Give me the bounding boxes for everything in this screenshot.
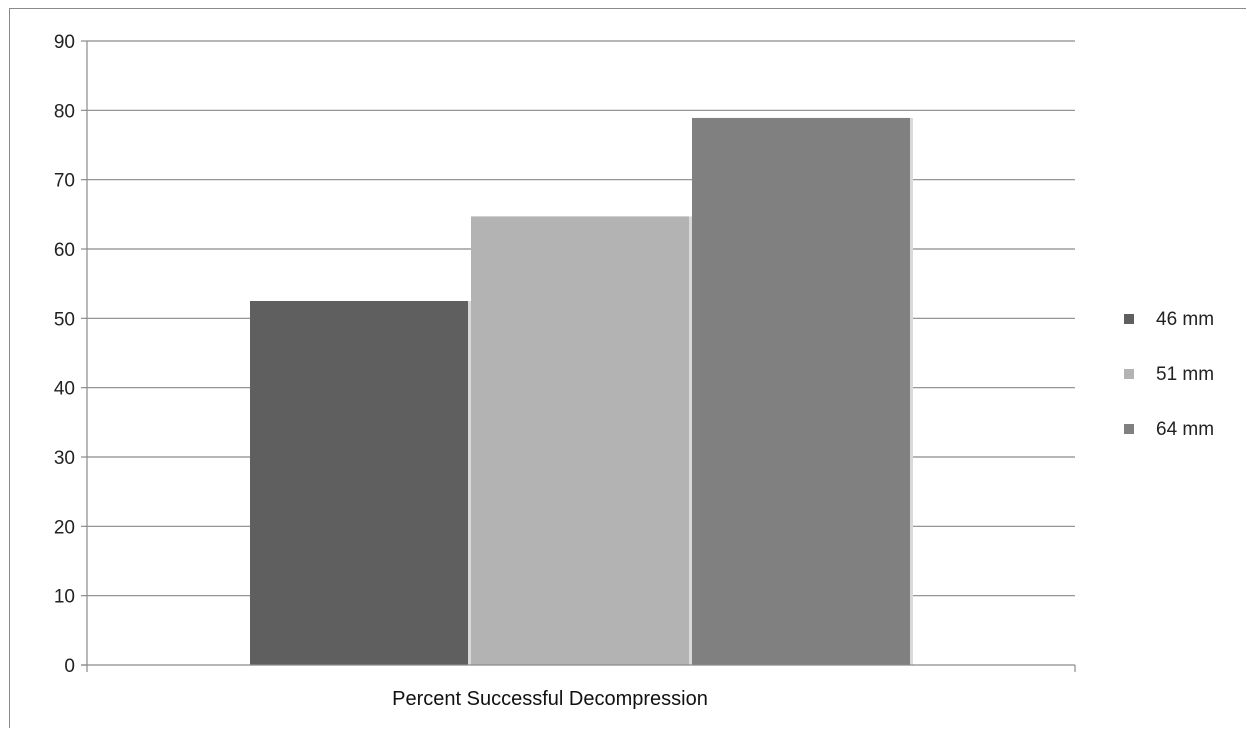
category-label: Percent Successful Decompression [392, 688, 708, 710]
y-tick-label: 60 [54, 240, 75, 261]
y-tick-label: 90 [54, 32, 75, 53]
y-tick-label: 0 [64, 656, 75, 677]
y-tick-label: 20 [54, 517, 75, 538]
bars [250, 117, 913, 665]
y-tick-label: 30 [54, 448, 75, 469]
legend: 46 mm 51 mm 64 mm [1124, 309, 1214, 440]
legend-label: 51 mm [1156, 364, 1214, 385]
axes [81, 41, 1076, 672]
y-tick-label: 70 [54, 171, 75, 192]
legend-swatch [1124, 314, 1134, 324]
legend-swatch [1124, 369, 1134, 379]
bar-46-mm [250, 301, 468, 665]
bar-64-mm [692, 117, 910, 665]
legend-label: 46 mm [1156, 309, 1214, 330]
chart-frame [9, 8, 1246, 728]
category-labels: Percent Successful Decompression [392, 688, 708, 710]
y-tick-label: 10 [54, 587, 75, 608]
legend-swatch [1124, 424, 1134, 434]
bar-51-mm [471, 216, 689, 665]
y-tick-label: 80 [54, 101, 75, 122]
y-tick-label: 50 [54, 309, 75, 330]
legend-label: 64 mm [1156, 419, 1214, 440]
y-tick-labels: 0 10 20 30 40 50 60 70 80 90 [54, 32, 75, 677]
y-tick-label: 40 [54, 379, 75, 400]
